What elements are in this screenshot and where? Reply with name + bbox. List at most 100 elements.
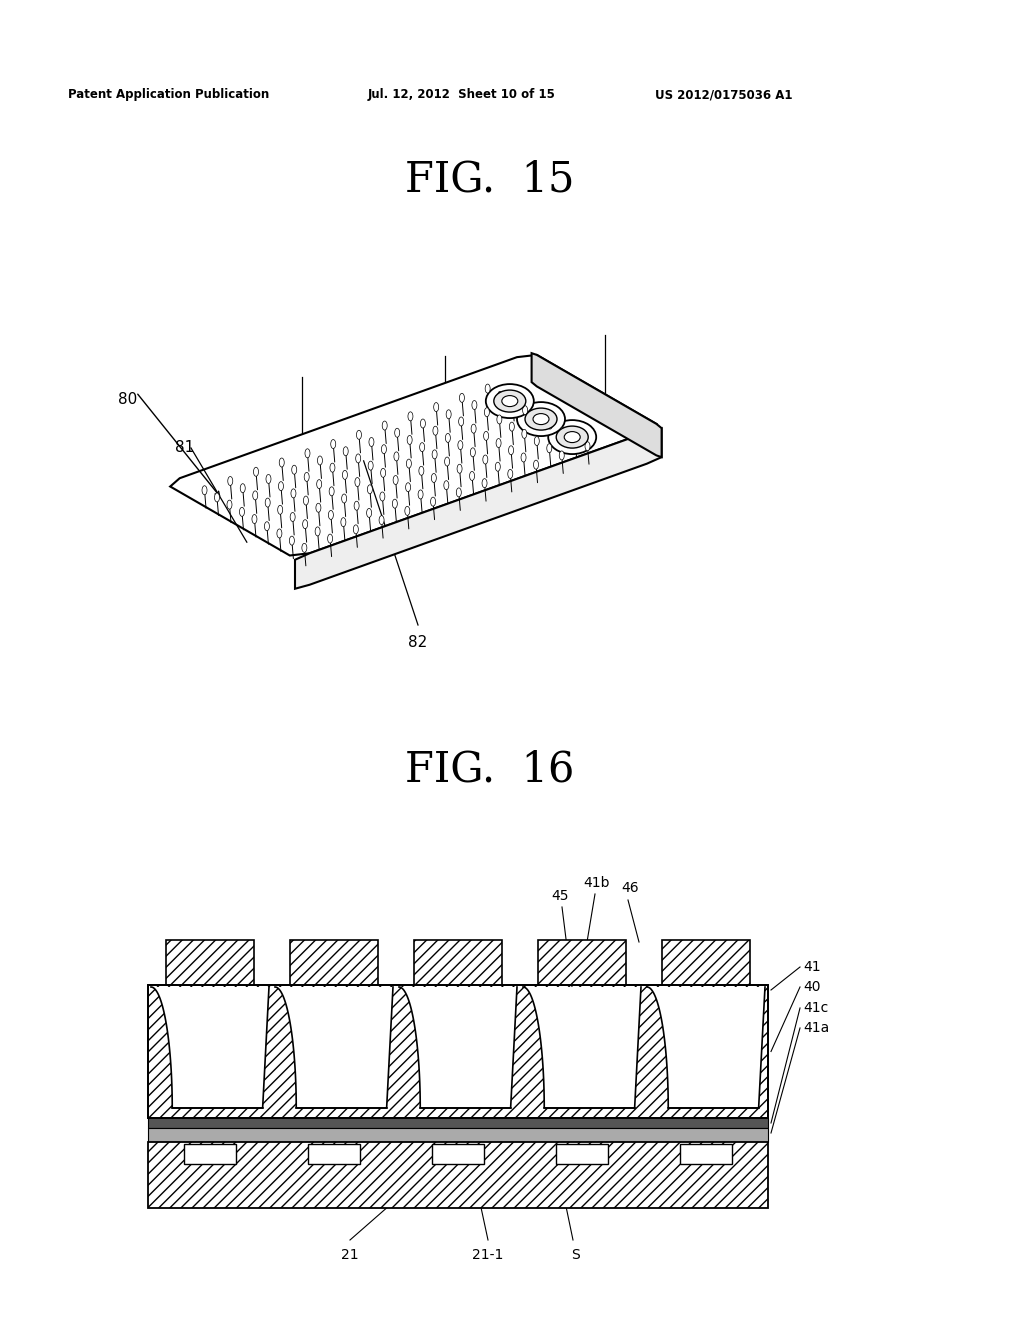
Ellipse shape (303, 520, 307, 529)
Ellipse shape (291, 488, 296, 498)
Ellipse shape (302, 544, 307, 552)
Polygon shape (295, 428, 662, 589)
Ellipse shape (485, 384, 490, 393)
Ellipse shape (394, 451, 399, 461)
Ellipse shape (404, 507, 410, 515)
Ellipse shape (534, 413, 549, 425)
Ellipse shape (522, 429, 526, 438)
Ellipse shape (482, 479, 487, 487)
Ellipse shape (264, 521, 269, 531)
Bar (680, 1144, 732, 1164)
Ellipse shape (379, 516, 384, 524)
Text: 41b: 41b (584, 876, 610, 890)
Ellipse shape (329, 511, 334, 520)
Ellipse shape (472, 400, 477, 409)
Ellipse shape (407, 459, 412, 469)
Ellipse shape (496, 438, 501, 447)
Bar (308, 1144, 360, 1164)
Ellipse shape (241, 483, 245, 492)
Ellipse shape (329, 487, 334, 496)
Polygon shape (275, 987, 393, 1107)
Ellipse shape (276, 529, 282, 539)
Ellipse shape (496, 462, 501, 471)
Ellipse shape (525, 408, 557, 430)
Ellipse shape (430, 498, 435, 506)
Ellipse shape (381, 469, 386, 478)
Ellipse shape (485, 384, 534, 418)
Ellipse shape (494, 391, 525, 412)
Ellipse shape (548, 420, 596, 454)
Ellipse shape (534, 461, 539, 469)
Ellipse shape (431, 474, 436, 483)
Ellipse shape (434, 403, 438, 412)
Ellipse shape (510, 399, 515, 408)
Ellipse shape (445, 433, 451, 442)
Bar (148, 1129, 768, 1142)
Ellipse shape (392, 499, 397, 508)
Ellipse shape (522, 405, 527, 414)
Ellipse shape (202, 486, 207, 495)
Bar (662, 940, 750, 985)
Ellipse shape (290, 536, 294, 545)
Text: 45: 45 (551, 888, 568, 903)
Ellipse shape (556, 426, 588, 447)
Ellipse shape (547, 444, 552, 453)
Ellipse shape (304, 473, 309, 482)
Ellipse shape (305, 449, 310, 458)
Ellipse shape (458, 441, 463, 450)
Ellipse shape (457, 465, 462, 474)
Ellipse shape (444, 457, 450, 466)
Ellipse shape (367, 508, 372, 517)
Ellipse shape (382, 421, 387, 430)
Ellipse shape (564, 432, 581, 442)
Ellipse shape (227, 500, 232, 510)
Polygon shape (523, 987, 641, 1107)
Bar (166, 940, 254, 985)
Ellipse shape (353, 525, 358, 533)
Ellipse shape (265, 498, 270, 507)
Ellipse shape (394, 428, 399, 437)
Ellipse shape (559, 451, 564, 459)
Ellipse shape (560, 428, 565, 437)
Bar (148, 985, 768, 1118)
Ellipse shape (536, 413, 540, 422)
Ellipse shape (240, 507, 245, 516)
Polygon shape (399, 987, 517, 1107)
Bar (556, 1144, 608, 1164)
Ellipse shape (420, 442, 425, 451)
Ellipse shape (471, 424, 476, 433)
Ellipse shape (446, 409, 452, 418)
Ellipse shape (278, 506, 283, 515)
Ellipse shape (393, 475, 398, 484)
Ellipse shape (317, 455, 323, 465)
Ellipse shape (572, 434, 578, 444)
Ellipse shape (585, 442, 590, 450)
Text: 40: 40 (803, 979, 820, 994)
Bar (414, 940, 502, 985)
Text: Patent Application Publication: Patent Application Publication (68, 88, 269, 102)
Bar (148, 1142, 768, 1208)
Ellipse shape (470, 471, 474, 480)
Ellipse shape (343, 446, 348, 455)
Ellipse shape (521, 453, 526, 462)
Polygon shape (647, 987, 765, 1107)
Text: 46: 46 (622, 880, 639, 895)
Ellipse shape (292, 465, 297, 474)
Text: S: S (570, 1247, 580, 1262)
Bar (432, 1144, 484, 1164)
Text: Jul. 12, 2012  Sheet 10 of 15: Jul. 12, 2012 Sheet 10 of 15 (368, 88, 556, 102)
Polygon shape (531, 354, 662, 457)
Ellipse shape (381, 445, 386, 454)
Ellipse shape (483, 455, 487, 465)
Ellipse shape (459, 417, 464, 426)
Ellipse shape (406, 483, 411, 492)
Ellipse shape (330, 463, 335, 473)
Ellipse shape (502, 396, 518, 407)
Polygon shape (151, 987, 269, 1107)
Ellipse shape (535, 437, 540, 446)
Ellipse shape (316, 479, 322, 488)
Ellipse shape (303, 496, 308, 506)
Ellipse shape (432, 450, 437, 459)
Ellipse shape (509, 446, 514, 455)
Ellipse shape (433, 426, 438, 436)
